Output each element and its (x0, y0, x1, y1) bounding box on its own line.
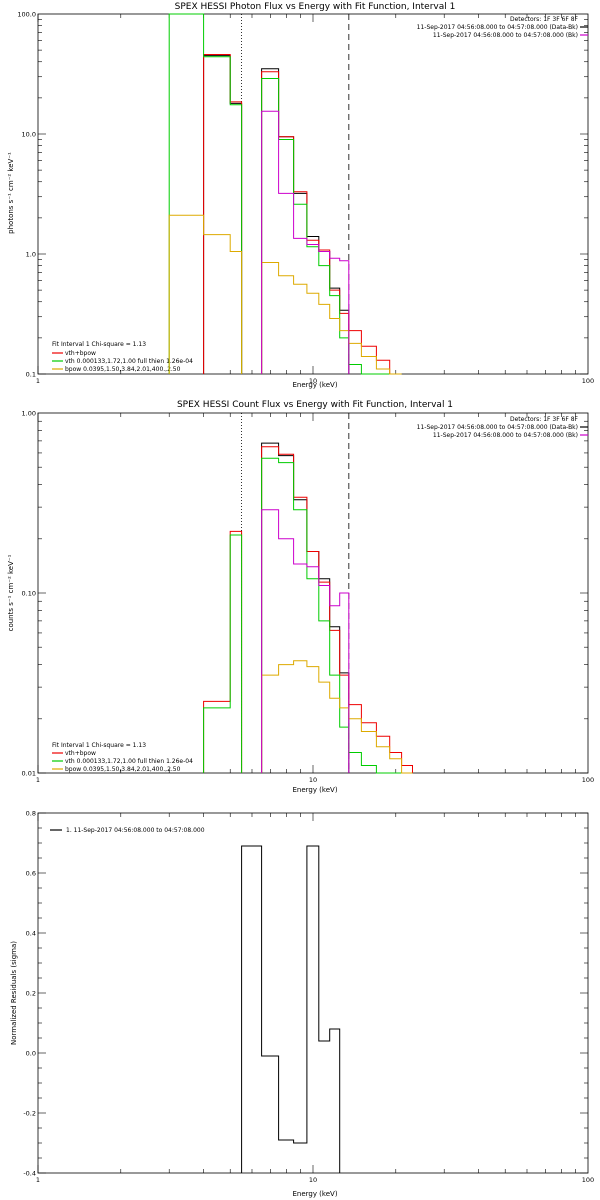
count-flux-xlabel: Energy (keV) (292, 786, 337, 794)
count-legend-label-bpow: bpow 0.0395,1.50,3.84,2.01,400.,2.50 (65, 766, 181, 773)
photon-flux-title: SPEX HESSI Photon Flux vs Energy with Fi… (175, 2, 456, 12)
count-y-tick-label: 0.10 (22, 590, 36, 598)
count-info-data-interval: 11-Sep-2017 04:56:08.000 to 04:57:08.000… (417, 424, 578, 431)
photon-series-bk (261, 110, 350, 374)
photon-info-bk-interval: 11-Sep-2017 04:56:08.000 to 04:57:08.000… (433, 32, 578, 39)
count-info-bk-interval: 11-Sep-2017 04:56:08.000 to 04:57:08.000… (433, 432, 578, 439)
count-series-bk (261, 509, 350, 773)
photon-series-vth (168, 13, 402, 375)
count-flux-ylabel: counts s⁻¹ cm⁻² keV⁻¹ (7, 554, 15, 631)
residuals-y-tick-label: 0.8 (26, 810, 36, 818)
photon-x-tick-label: 10 (309, 377, 317, 385)
count-y-tick-label: 0.01 (22, 770, 36, 778)
count-flux-panel: SPEX HESSI Count Flux vs Energy with Fit… (7, 400, 579, 794)
residuals-x-tick-label: 1 (36, 1176, 40, 1184)
residuals-y-tick-label: 0.4 (26, 930, 36, 938)
photon-x-tick-label: 100 (582, 377, 594, 385)
photon-legend-label-vth: vth 0.000133,1.72,1.00 full thien 1.26e-… (65, 358, 193, 365)
photon-y-tick-label: 0.1 (26, 371, 36, 379)
photon-fit-text: Fit Interval 1 Chi-square = 1.13 (52, 341, 146, 348)
photon-y-tick-label: 1.0 (26, 251, 36, 259)
photon-series-bpow (168, 214, 402, 375)
photon-legend-label-bpow: bpow 0.0395,1.50,3.84,2.01,400.,2.50 (65, 366, 181, 373)
count-series-vth (203, 457, 402, 774)
photon-info-data-interval: 11-Sep-2017 04:56:08.000 to 04:57:08.000… (417, 24, 578, 31)
photon-y-tick-label: 10.0 (22, 131, 36, 139)
count-legend-label-vth: vth 0.000133,1.72,1.00 full thien 1.26e-… (65, 758, 193, 765)
count-x-tick-label: 1 (36, 776, 40, 784)
residuals-y-tick-label: -0.4 (23, 1170, 36, 1178)
count-info-detectors: Detectors: 1F 3F 6F 8F (510, 416, 579, 423)
residuals-x-tick-label: 10 (309, 1176, 317, 1184)
residuals-x-tick-label: 100 (582, 1176, 594, 1184)
residuals-y-tick-label: 0.6 (26, 870, 36, 878)
photon-flux-ylabel: photons s⁻¹ cm⁻² keV⁻¹ (7, 152, 15, 234)
count-legend-label-total: vth+bpow (65, 750, 96, 757)
residuals-ylabel: Normalized Residuals (sigma) (10, 941, 18, 1045)
count-y-tick-label: 1.00 (22, 410, 36, 418)
photon-legend-label-total: vth+bpow (65, 350, 96, 357)
count-series-bpow (261, 660, 413, 774)
residuals-legend-label: 1. 11-Sep-2017 04:56:08.000 to 04:57:08.… (66, 827, 205, 834)
residuals-y-tick-label: 0.2 (26, 990, 36, 998)
residuals-y-tick-label: -0.2 (23, 1110, 36, 1118)
count-x-tick-label: 10 (309, 776, 317, 784)
count-flux-title: SPEX HESSI Count Flux vs Energy with Fit… (177, 400, 453, 410)
photon-info-detectors: Detectors: 1F 3F 6F 8F (510, 16, 579, 23)
residuals-y-tick-label: 0.0 (26, 1050, 36, 1058)
photon-y-tick-label: 100.0 (17, 11, 36, 19)
photon-flux-xlabel: Energy (keV) (292, 381, 337, 389)
residuals-series-residuals (241, 845, 341, 1173)
residuals-panel: Energy (keV) Normalized Residuals (sigma… (10, 827, 338, 1198)
count-x-tick-label: 100 (582, 776, 594, 784)
residuals-xlabel: Energy (keV) (292, 1190, 337, 1198)
photon-flux-panel: SPEX HESSI Photon Flux vs Energy with Fi… (7, 2, 579, 389)
photon-x-tick-label: 1 (36, 377, 40, 385)
count-fit-text: Fit Interval 1 Chi-square = 1.13 (52, 742, 146, 749)
